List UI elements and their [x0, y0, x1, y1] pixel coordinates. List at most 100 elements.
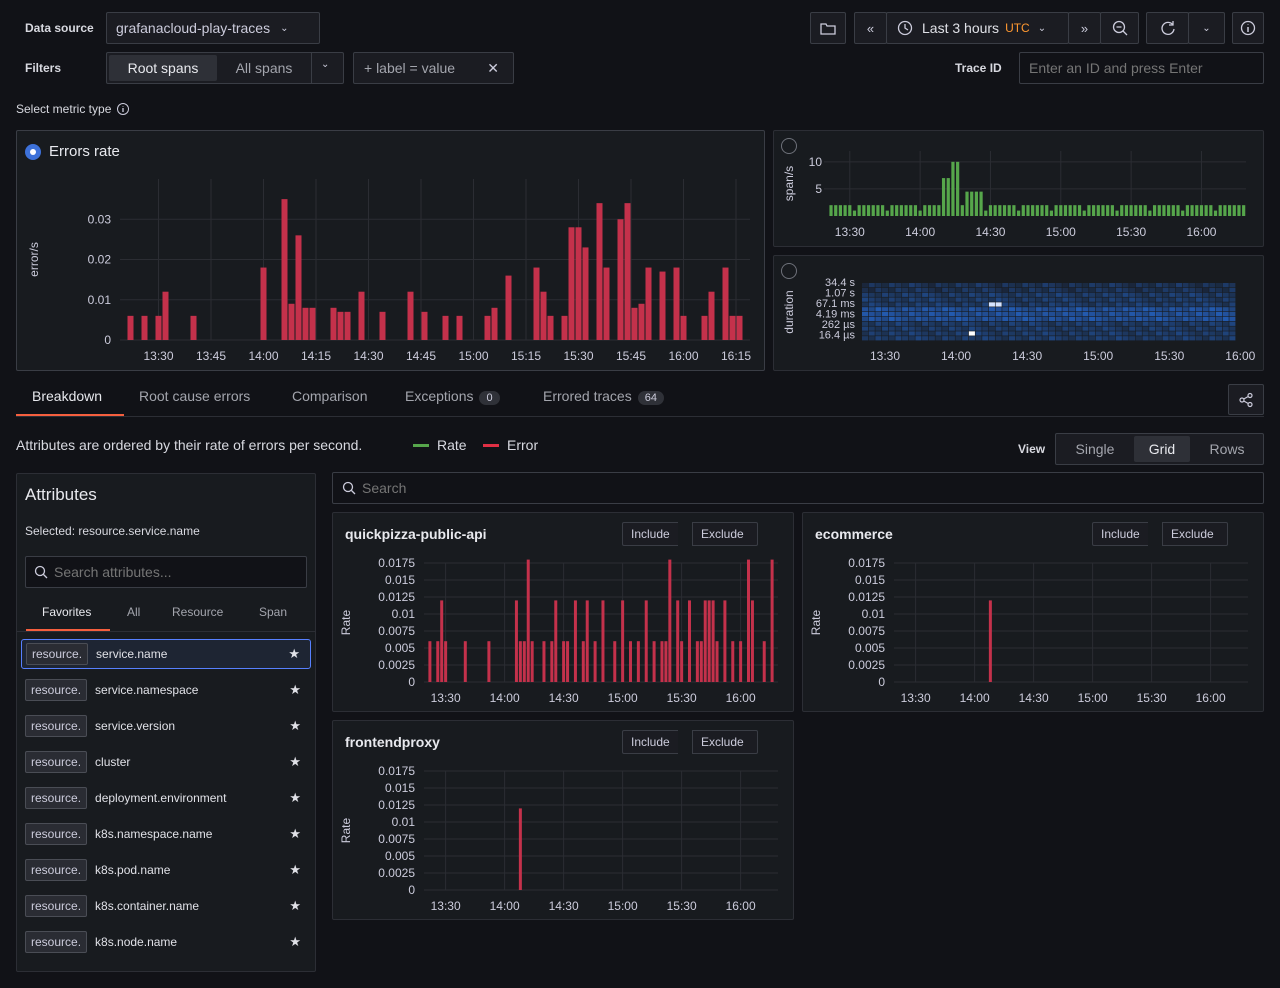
attributes-search[interactable] — [25, 556, 307, 588]
span-rate-radio[interactable] — [781, 138, 797, 154]
error-bar — [155, 315, 162, 340]
time-forward-button[interactable]: » — [1068, 12, 1101, 44]
star-icon[interactable]: ★ — [289, 862, 301, 877]
error-bar — [281, 199, 288, 340]
folder-open-button[interactable] — [810, 12, 846, 44]
errored-traces-count-badge: 64 — [637, 391, 664, 405]
attributes-search-input[interactable] — [54, 564, 294, 580]
attr-tab-favorites[interactable]: Favorites — [42, 605, 92, 619]
x-tick-label: 15:00 — [1078, 691, 1108, 705]
error-bar — [617, 219, 624, 340]
star-icon[interactable]: ★ — [289, 754, 301, 769]
root-spans-option[interactable]: Root spans — [109, 55, 217, 81]
span-rate-panel[interactable]: 5 10 13:30 14:00 14:30 15:00 15:30 16:00 span/s — [773, 130, 1264, 247]
view-rows-option[interactable]: Rows — [1209, 441, 1245, 457]
star-icon[interactable]: ★ — [289, 790, 301, 805]
attr-tab-all[interactable]: All — [127, 605, 141, 619]
include-button[interactable]: Include — [622, 522, 678, 546]
include-button[interactable]: Include — [622, 730, 678, 754]
attribute-row-k8s-pod-name[interactable]: resource. k8s.pod.name ★ — [21, 855, 311, 885]
breakdown-search-input[interactable] — [362, 480, 1242, 496]
attribute-row-k8s-node-name[interactable]: resource. k8s.node.name ★ — [21, 927, 311, 957]
error-bar — [636, 641, 640, 682]
star-icon[interactable]: ★ — [288, 646, 300, 661]
refresh-button[interactable] — [1146, 12, 1189, 44]
include-button[interactable]: Include — [1092, 522, 1148, 546]
duration-panel[interactable]: duration 34.4 s 1.07 s 67.1 ms 4.19 ms 262 µs… — [773, 255, 1264, 371]
attribute-row-service-version[interactable]: resource. service.version ★ — [21, 711, 311, 741]
error-bar — [715, 641, 719, 682]
refresh-icon — [1160, 21, 1175, 35]
breakdown-panel-ecommerce: ecommerce Include Exclude 0 0.0025 0.005 0.… — [802, 512, 1264, 712]
attribute-row-service-namespace[interactable]: resource. service.namespace ★ — [21, 675, 311, 705]
info-button[interactable] — [1232, 12, 1264, 44]
view-grid-option[interactable]: Grid — [1134, 436, 1190, 462]
attribute-name: cluster — [95, 755, 131, 769]
y-tick-label: 34.4 s — [825, 277, 855, 289]
exclude-button[interactable]: Exclude — [692, 730, 758, 754]
tab-errored-traces[interactable]: Errored traces 64 — [543, 388, 664, 405]
error-bar — [444, 641, 448, 682]
chevron-down-icon[interactable]: ⌄ — [321, 59, 330, 70]
time-range-value: Last 3 hours — [922, 20, 1000, 36]
breakdown-search[interactable] — [332, 472, 1264, 504]
label-filter-input[interactable]: + label = value ✕ — [353, 52, 514, 84]
tab-breakdown[interactable]: Breakdown — [32, 388, 103, 404]
trace-id-input[interactable] — [1019, 52, 1264, 84]
star-icon[interactable]: ★ — [289, 826, 301, 841]
y-tick-label: 5 — [815, 182, 822, 196]
datasource-select[interactable]: grafanacloud-play-traces ⌄ — [106, 12, 320, 44]
search-icon — [342, 481, 356, 495]
attribute-row-k8s-container-name[interactable]: resource. k8s.container.name ★ — [21, 891, 311, 921]
error-bar — [407, 291, 414, 340]
attribute-row-cluster[interactable]: resource. cluster ★ — [21, 747, 311, 777]
close-icon[interactable]: ✕ — [487, 59, 499, 76]
tab-errored-traces-label: Errored traces — [543, 388, 632, 404]
errors-rate-radio[interactable] — [25, 144, 41, 160]
error-bar — [729, 315, 736, 340]
refresh-interval-button[interactable]: ⌄ — [1188, 12, 1225, 44]
x-tick-label: 15:00 — [608, 691, 638, 705]
star-icon[interactable]: ★ — [289, 934, 301, 949]
attribute-row-k8s-namespace-name[interactable]: resource. k8s.namespace.name ★ — [21, 819, 311, 849]
x-tick-label: 15:00 — [1083, 349, 1113, 363]
error-bar — [593, 641, 597, 682]
error-bar — [530, 641, 534, 682]
error-bar — [522, 641, 526, 682]
attr-tabs-divider — [17, 631, 315, 632]
x-tick-label: 14:30 — [353, 349, 383, 363]
error-bar — [533, 267, 540, 340]
x-tick-label: 14:00 — [490, 691, 520, 705]
exclude-button[interactable]: Exclude — [692, 522, 758, 546]
errors-rate-panel[interactable]: Errors rate 0 0.01 0.02 0.03 13:30 13:45 14:00… — [16, 130, 765, 371]
zoom-out-button[interactable] — [1100, 12, 1139, 44]
x-tick-label: 15:00 — [608, 899, 638, 913]
x-tick-label: 15:30 — [1154, 349, 1184, 363]
tab-comparison[interactable]: Comparison — [292, 388, 368, 404]
attr-tab-span[interactable]: Span — [259, 605, 288, 619]
x-tick-label: 13:30 — [143, 349, 173, 363]
y-tick-label: 0.01 — [862, 607, 886, 621]
share-button[interactable] — [1228, 384, 1264, 415]
duration-radio[interactable] — [781, 263, 797, 279]
tab-exceptions[interactable]: Exceptions 0 — [405, 388, 500, 405]
datasource-label: Data source — [25, 21, 94, 35]
attribute-row-service-name[interactable]: resource. service.name ★ — [21, 639, 311, 669]
x-tick-label: 14:30 — [549, 899, 579, 913]
attr-tab-resource[interactable]: Resource — [172, 605, 224, 619]
star-icon[interactable]: ★ — [289, 898, 301, 913]
time-back-button[interactable]: « — [854, 12, 887, 44]
star-icon[interactable]: ★ — [289, 718, 301, 733]
x-tick-label: 15:00 — [458, 349, 488, 363]
time-range-picker[interactable]: Last 3 hours UTC ⌄ — [886, 12, 1069, 44]
view-single-option[interactable]: Single — [1075, 441, 1115, 457]
all-spans-option[interactable]: All spans — [235, 60, 293, 76]
error-bar — [518, 641, 522, 682]
star-icon[interactable]: ★ — [289, 682, 301, 697]
exclude-button[interactable]: Exclude — [1162, 522, 1228, 546]
attribute-row-deployment-environment[interactable]: resource. deployment.environment ★ — [21, 783, 311, 813]
exceptions-count-badge: 0 — [479, 391, 500, 405]
tab-root-cause-errors[interactable]: Root cause errors — [139, 388, 251, 404]
